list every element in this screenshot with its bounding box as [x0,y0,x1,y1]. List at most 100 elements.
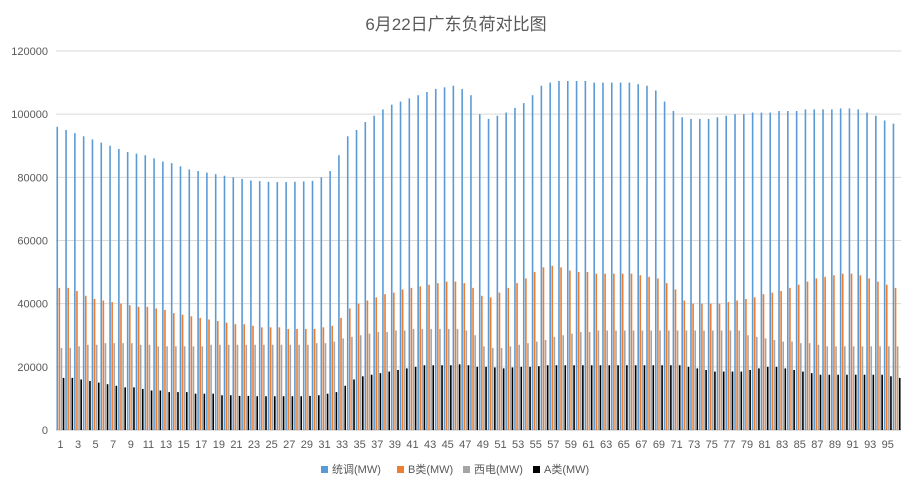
bar-3 [606,330,608,430]
bar-3 [315,343,318,430]
bar-1 [743,114,745,431]
bar-4 [441,365,443,430]
bar-1 [118,148,120,430]
bar-2 [665,283,668,430]
bar-2 [102,300,105,430]
bar-3 [764,338,767,430]
bar-1 [654,90,657,430]
bar-4 [370,374,373,430]
bar-4 [722,371,725,430]
bar-1 [346,136,349,430]
bars [56,81,901,431]
bar-4 [133,387,135,430]
bar-2 [709,303,712,430]
bar-1 [663,101,666,430]
bar-2 [498,292,501,430]
x-tick-label: 19 [213,439,225,451]
bar-3 [351,336,353,430]
bar-4 [740,371,743,430]
bar-4 [185,392,188,430]
x-tick-label: 59 [565,439,577,451]
x-tick-label: 13 [160,439,172,451]
bar-1 [716,117,719,430]
bar-3 [386,332,388,430]
bar-4 [775,366,778,430]
bar-2 [850,273,853,430]
bar-3 [615,330,617,430]
bar-3 [535,341,538,430]
bar-4 [599,365,602,430]
bar-4 [502,368,505,430]
bar-4 [159,390,162,430]
bar-4 [687,366,690,430]
bar-4 [379,373,382,430]
bar-2 [472,287,474,431]
x-tick-label: 15 [178,439,190,451]
bar-1 [197,171,199,430]
bar-4 [714,371,716,430]
bar-4 [485,366,487,430]
x-tick-label: 85 [794,439,806,451]
bar-4 [71,377,74,430]
bar-2 [533,272,536,430]
x-tick-label: 55 [530,439,542,451]
bar-4 [203,393,206,430]
x-tick-label: 51 [494,439,506,451]
bar-1 [382,109,384,431]
bar-3 [747,335,749,430]
x-tick-label: 47 [459,439,471,451]
bar-1 [540,85,543,431]
bar-3 [844,346,846,430]
bar-2 [261,327,263,430]
bar-2 [128,305,131,430]
bar-1 [883,120,886,430]
bar-2 [146,306,149,430]
bar-3 [491,347,494,430]
bar-2 [234,324,237,430]
bar-1 [787,111,789,430]
bar-3 [659,330,661,430]
legend-label: A类(MW) [544,462,589,476]
bar-1 [875,115,877,430]
bar-3 [800,343,802,430]
bar-4 [846,374,848,430]
bar-1 [223,175,226,430]
bar-4 [608,365,611,430]
bar-4 [793,369,795,430]
bar-1 [179,166,182,430]
bar-1 [531,95,534,430]
bar-4 [282,396,285,430]
bar-3 [588,332,591,430]
x-tick-label: 81 [758,439,770,451]
bar-3 [712,330,714,430]
bar-4 [291,396,294,430]
bar-3 [782,341,785,430]
bar-2 [701,303,703,430]
bar-2 [771,292,774,430]
bar-1 [751,112,754,430]
bar-2 [569,270,571,430]
bar-1 [707,118,710,431]
x-tick-label: 83 [776,439,788,451]
bar-3 [148,344,151,430]
bar-3 [210,344,212,430]
bar-4 [890,376,892,430]
bar-2 [868,278,870,430]
bar-3 [791,341,793,430]
bar-2 [674,289,677,430]
bar-2 [454,281,457,430]
bar-3 [456,328,459,430]
x-tick-label: 45 [442,439,454,451]
x-tick-label: 7 [110,439,116,451]
bar-1 [241,178,243,430]
bar-1 [646,85,648,431]
x-tick-label: 29 [301,439,313,451]
bar-1 [575,81,578,430]
bar-4 [177,392,179,430]
gridlines [56,50,901,431]
bar-3 [835,346,837,430]
bar-1 [857,109,860,431]
bar-1 [109,145,111,430]
bar-2 [164,309,166,430]
bar-2 [67,287,69,431]
